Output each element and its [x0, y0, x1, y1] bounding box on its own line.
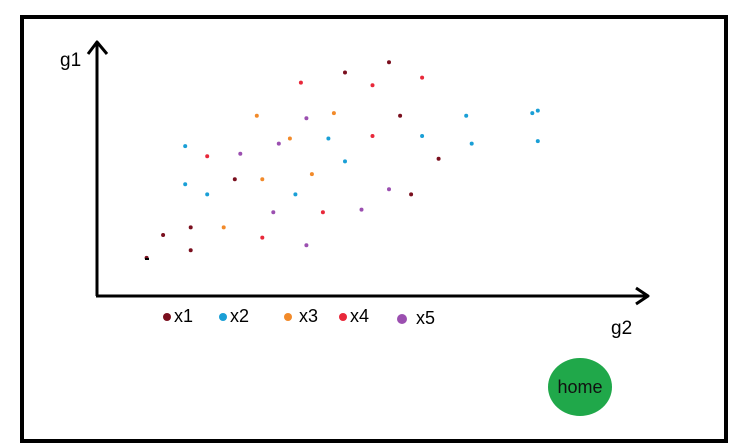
point-x5-3 — [276, 141, 281, 146]
point-x1-10 — [436, 156, 441, 161]
legend-marker-x3 — [284, 312, 292, 321]
home-button[interactable]: home — [548, 358, 612, 416]
point-x3-6 — [331, 111, 336, 116]
legend-item-x4: x4 — [339, 306, 369, 327]
legend-label-x1: x1 — [174, 306, 194, 326]
point-x4-4 — [320, 210, 325, 215]
legend-item-x5: x5 — [397, 308, 435, 329]
point-x1-9 — [409, 192, 414, 197]
point-x2-5 — [326, 136, 331, 141]
legend-item-x2: x2 — [219, 306, 249, 327]
legend-item-x1: x1 — [163, 306, 193, 327]
legend-marker-x2 — [219, 312, 227, 321]
point-x1-6 — [343, 70, 347, 75]
point-x3-3 — [260, 177, 265, 182]
point-x2-1 — [183, 144, 188, 149]
point-x2-6 — [343, 159, 347, 164]
point-x2-7 — [420, 134, 425, 138]
legend-label-x2: x2 — [230, 306, 250, 326]
point-x1-7 — [387, 60, 391, 65]
y-axis-arrowhead — [86, 40, 109, 55]
legend-marker-x4 — [339, 312, 347, 321]
point-x2-12 — [535, 139, 540, 144]
point-x5-5 — [304, 116, 309, 121]
point-x2-9 — [469, 141, 474, 146]
axes — [86, 40, 650, 306]
x-axis-label: g2 — [611, 318, 633, 339]
origin-marker — [145, 258, 149, 260]
point-x2-3 — [205, 192, 210, 197]
point-x3-2 — [254, 113, 259, 118]
legend-label-x5: x5 — [416, 308, 436, 328]
legend-item-x3: x3 — [284, 306, 318, 327]
point-x4-7 — [420, 75, 425, 80]
point-x2-10 — [530, 111, 535, 116]
point-x5-4 — [304, 243, 309, 248]
point-x5-1 — [238, 151, 243, 156]
point-x2-8 — [464, 113, 469, 118]
point-x2-11 — [535, 108, 540, 113]
point-x1-5 — [232, 177, 237, 182]
point-x2-2 — [183, 182, 188, 187]
point-x1-4 — [188, 248, 193, 253]
legend-marker-x1 — [163, 312, 171, 321]
data-points — [144, 60, 540, 260]
point-x4-1 — [205, 154, 210, 159]
point-x1-3 — [188, 225, 193, 230]
point-x1-8 — [398, 113, 403, 118]
point-x3-1 — [221, 225, 226, 230]
point-x3-4 — [287, 136, 292, 141]
legend-marker-x5 — [397, 313, 407, 324]
point-x3-5 — [309, 172, 314, 177]
point-x4-5 — [370, 83, 375, 88]
legend-label-x3: x3 — [299, 306, 319, 326]
point-x5-7 — [387, 187, 391, 192]
legend-label-x4: x4 — [350, 306, 370, 326]
point-x4-6 — [370, 134, 375, 138]
point-x5-2 — [271, 210, 276, 215]
point-x5-6 — [359, 207, 364, 212]
point-x2-4 — [293, 192, 298, 197]
y-axis-label: g1 — [60, 50, 82, 71]
point-x4-3 — [298, 80, 303, 85]
point-x4-2 — [260, 235, 265, 240]
x-axis-arrowhead — [635, 286, 650, 306]
point-x1-2 — [161, 233, 166, 237]
